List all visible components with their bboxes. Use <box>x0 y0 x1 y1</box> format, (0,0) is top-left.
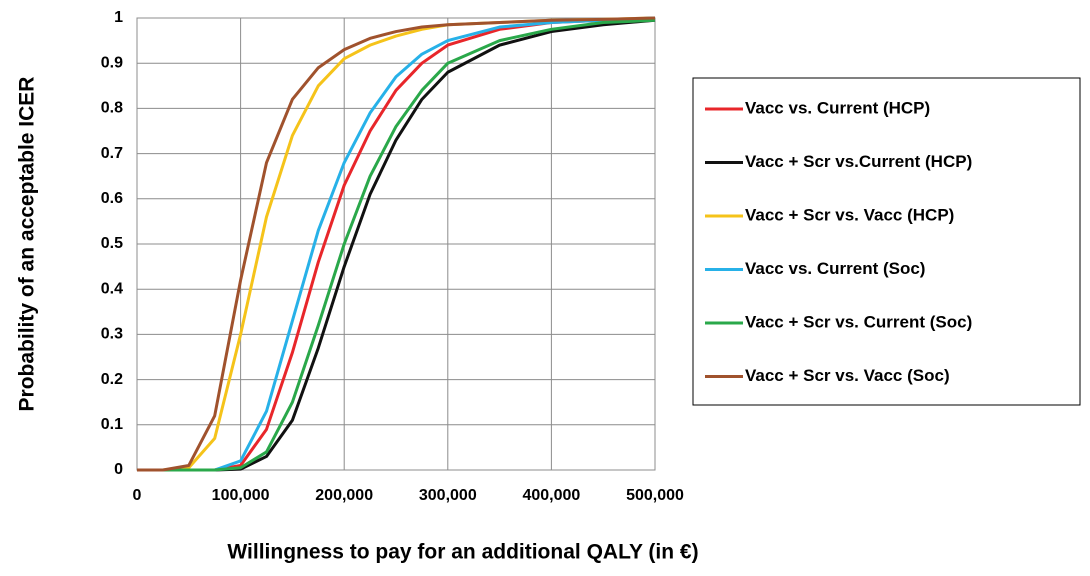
x-tick-label: 500,000 <box>626 487 684 504</box>
y-tick-label: 0.2 <box>101 371 123 388</box>
x-axis-label: Willingness to pay for an additional QAL… <box>227 541 698 564</box>
legend-label: Vacc + Scr vs. Vacc (HCP) <box>745 205 954 224</box>
legend-label: Vacc + Scr vs. Current (Soc) <box>745 312 972 331</box>
x-tick-label: 0 <box>133 487 142 504</box>
y-tick-label: 1 <box>114 9 123 26</box>
x-tick-label: 100,000 <box>212 487 270 504</box>
line-series <box>137 18 656 472</box>
y-axis-label: Probability of an acceptable ICER <box>16 77 39 412</box>
y-tick-label: 0.1 <box>101 416 123 433</box>
plot-frame <box>136 17 656 471</box>
y-tick-label: 0.3 <box>101 326 123 343</box>
y-tick-label: 0.8 <box>101 100 123 117</box>
line-series <box>137 18 656 472</box>
line-series <box>137 16 656 472</box>
legend-label: Vacc vs. Current (Soc) <box>745 259 925 278</box>
y-tick-label: 0 <box>114 461 123 478</box>
x-tick-label: 400,000 <box>522 487 580 504</box>
y-tick-label: 0.7 <box>101 145 123 162</box>
y-tick-label: 0.5 <box>101 235 123 252</box>
x-tick-label: 300,000 <box>419 487 477 504</box>
legend-label: Vacc + Scr vs. Vacc (Soc) <box>745 366 950 385</box>
legend-label: Vacc + Scr vs.Current (HCP) <box>745 152 972 171</box>
y-tick-label: 0.9 <box>101 54 123 71</box>
x-tick-label: 200,000 <box>315 487 373 504</box>
y-tick-label: 0.4 <box>101 280 123 297</box>
legend-box <box>692 77 1081 406</box>
legend-label: Vacc vs. Current (HCP) <box>745 98 930 117</box>
y-tick-label: 0.6 <box>101 190 123 207</box>
